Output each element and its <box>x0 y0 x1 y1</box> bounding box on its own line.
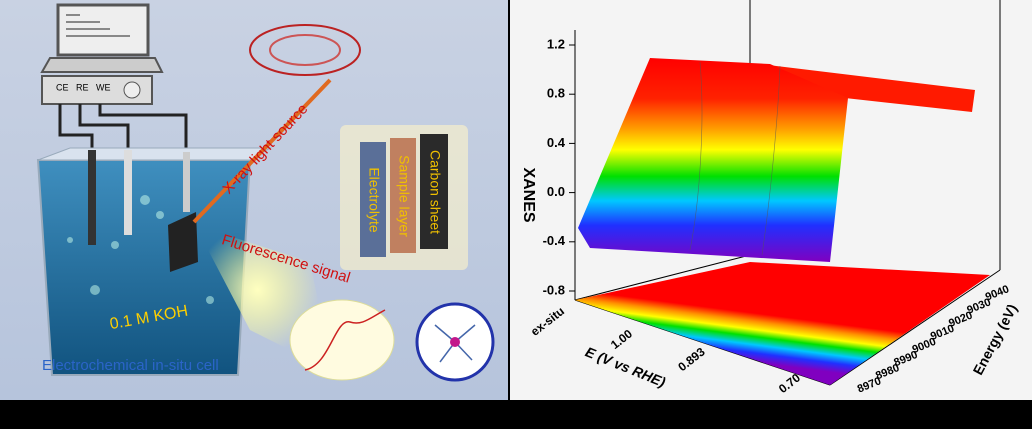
electrode <box>183 152 190 212</box>
electrode-label: WE <box>96 82 111 92</box>
layer <box>390 138 416 253</box>
surface-plateau <box>760 64 975 112</box>
layer <box>360 142 386 257</box>
bubbles <box>67 195 214 304</box>
z-tick-label: 0.8 <box>547 86 565 101</box>
spectrum-curve <box>304 309 386 371</box>
synchrotron <box>249 24 361 76</box>
layer-label: Electrolyte <box>366 167 382 233</box>
spectrum-inset <box>289 299 395 381</box>
fluorescence-cone <box>195 225 320 355</box>
wires <box>58 104 188 150</box>
z-tick-label: -0.8 <box>543 282 565 297</box>
z-tick-label: -0.4 <box>543 233 566 248</box>
x-ray-beam <box>192 78 332 224</box>
z-tick-label: 0.4 <box>547 135 566 150</box>
electrode-label: CE <box>56 82 69 92</box>
metal-atom <box>450 337 460 347</box>
surface-lines <box>689 61 781 256</box>
cell-top <box>37 147 272 161</box>
layer <box>420 134 448 249</box>
electrode-label: RE <box>76 82 89 92</box>
layer-label: Sample layer <box>396 155 412 237</box>
z-tick-label: 1.2 <box>547 36 565 51</box>
screen-lines <box>66 14 130 37</box>
electrode <box>124 150 132 235</box>
projection <box>575 262 990 385</box>
surface <box>578 58 848 262</box>
caption: Electrochemical in-situ cell <box>42 357 219 374</box>
electrode <box>88 150 96 245</box>
z-axis-label: XANES <box>520 167 537 222</box>
z-tick-label: 0.0 <box>547 184 565 199</box>
power-button <box>123 81 141 99</box>
synchrotron <box>269 34 341 66</box>
laptop-screen <box>56 3 150 57</box>
layer-label: Carbon sheet <box>427 150 443 234</box>
sample <box>168 212 198 272</box>
laptop-keyboard <box>40 57 164 73</box>
